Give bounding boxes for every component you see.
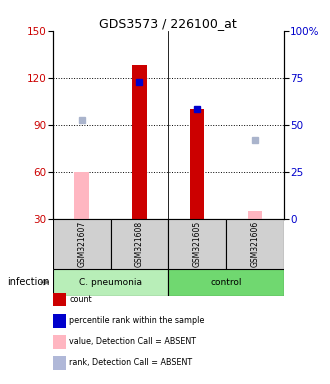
Text: GSM321608: GSM321608 xyxy=(135,221,144,267)
Bar xyxy=(226,219,284,269)
Title: GDS3573 / 226100_at: GDS3573 / 226100_at xyxy=(99,17,237,30)
Bar xyxy=(75,172,89,219)
Text: infection: infection xyxy=(7,277,50,287)
Text: rank, Detection Call = ABSENT: rank, Detection Call = ABSENT xyxy=(69,358,192,367)
Text: C. pneumonia: C. pneumonia xyxy=(79,278,142,287)
Bar xyxy=(111,219,168,269)
Bar xyxy=(53,269,168,296)
Text: count: count xyxy=(69,295,92,304)
Text: GSM321607: GSM321607 xyxy=(77,221,86,267)
Bar xyxy=(248,211,262,219)
Text: GSM321606: GSM321606 xyxy=(250,221,259,267)
Text: GSM321605: GSM321605 xyxy=(193,221,202,267)
Text: control: control xyxy=(210,278,242,287)
Text: value, Detection Call = ABSENT: value, Detection Call = ABSENT xyxy=(69,337,196,346)
Bar xyxy=(132,65,147,219)
Bar xyxy=(168,269,284,296)
Bar xyxy=(53,219,111,269)
Bar xyxy=(190,109,204,219)
Text: percentile rank within the sample: percentile rank within the sample xyxy=(69,316,205,325)
Bar xyxy=(168,219,226,269)
